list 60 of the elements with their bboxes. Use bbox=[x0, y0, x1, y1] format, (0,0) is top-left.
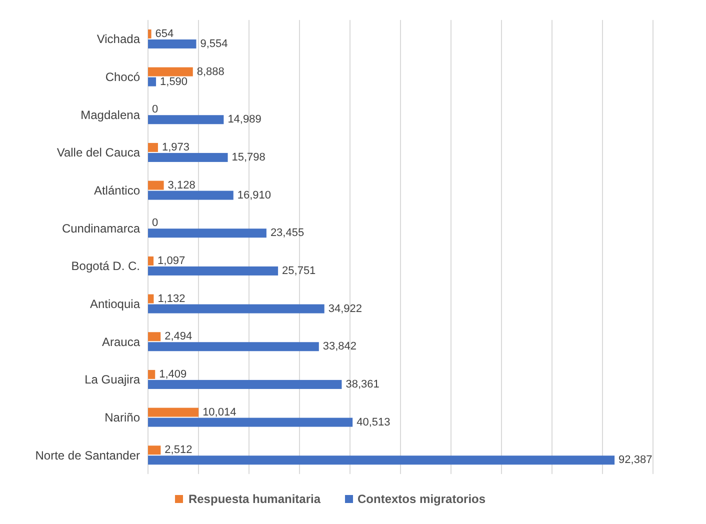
data-label: 92,387 bbox=[618, 454, 652, 466]
data-label: 1,409 bbox=[159, 368, 187, 380]
legend-label: Respuesta humanitaria bbox=[187, 492, 321, 506]
bar bbox=[148, 266, 278, 276]
legend-label: Contextos migratorios bbox=[356, 492, 486, 506]
bar bbox=[148, 456, 615, 465]
bar bbox=[148, 39, 196, 48]
data-label: 25,751 bbox=[282, 264, 316, 277]
data-label: 1,132 bbox=[158, 292, 186, 305]
bar bbox=[148, 418, 353, 427]
data-label: 14,989 bbox=[228, 114, 262, 126]
bar bbox=[148, 446, 161, 455]
data-label: 654 bbox=[155, 28, 174, 40]
data-label: 16,910 bbox=[237, 189, 272, 202]
data-label: 15,798 bbox=[232, 151, 266, 164]
data-label: 0 bbox=[152, 217, 158, 230]
data-label: 3,128 bbox=[168, 179, 196, 192]
bar bbox=[148, 180, 164, 190]
y-tick-label: Valle del Cauca bbox=[56, 146, 140, 160]
data-label: 10,014 bbox=[202, 406, 236, 418]
data-label: 2,512 bbox=[164, 444, 192, 456]
data-label: 9,554 bbox=[200, 38, 228, 50]
y-tick-label: Norte de Santander bbox=[35, 448, 140, 462]
y-tick-label: Vichada bbox=[96, 32, 140, 46]
bar bbox=[148, 29, 152, 38]
bar bbox=[148, 142, 158, 152]
bar bbox=[148, 332, 161, 342]
data-label: 34,922 bbox=[328, 302, 362, 315]
data-label: 40,513 bbox=[356, 416, 390, 428]
bar bbox=[148, 408, 199, 417]
data-label: 38,361 bbox=[346, 378, 380, 390]
bar bbox=[148, 342, 319, 352]
bar bbox=[148, 256, 154, 266]
y-tick-label: Nariño bbox=[104, 410, 140, 425]
bar bbox=[148, 228, 266, 238]
data-label: 1,097 bbox=[158, 254, 186, 267]
y-tick-label: Atlántico bbox=[94, 184, 140, 198]
data-label: 0 bbox=[152, 104, 158, 116]
bar bbox=[148, 77, 156, 86]
data-label: 2,494 bbox=[164, 330, 192, 343]
bar bbox=[148, 152, 228, 162]
y-tick-label: Arauca bbox=[102, 334, 140, 349]
y-tick-label: Cundinamarca bbox=[62, 221, 140, 236]
data-label: 23,455 bbox=[270, 227, 304, 240]
y-tick-label: Bogotá D. C. bbox=[71, 259, 140, 274]
y-tick-label: Chocó bbox=[105, 70, 140, 84]
bar bbox=[148, 380, 342, 389]
y-tick-label: Antioquia bbox=[90, 297, 140, 312]
bar bbox=[148, 190, 234, 200]
bar bbox=[148, 115, 224, 124]
y-tick-label: Magdalena bbox=[80, 108, 140, 122]
data-label: 1,590 bbox=[160, 76, 188, 88]
y-tick-label: La Guajira bbox=[84, 372, 140, 387]
data-label: 1,973 bbox=[162, 141, 190, 154]
bar bbox=[148, 294, 154, 304]
data-label: 33,842 bbox=[322, 340, 357, 353]
data-label: 8,888 bbox=[196, 66, 224, 78]
bar bbox=[148, 304, 324, 314]
bar bbox=[148, 67, 193, 76]
bar bbox=[148, 370, 156, 379]
